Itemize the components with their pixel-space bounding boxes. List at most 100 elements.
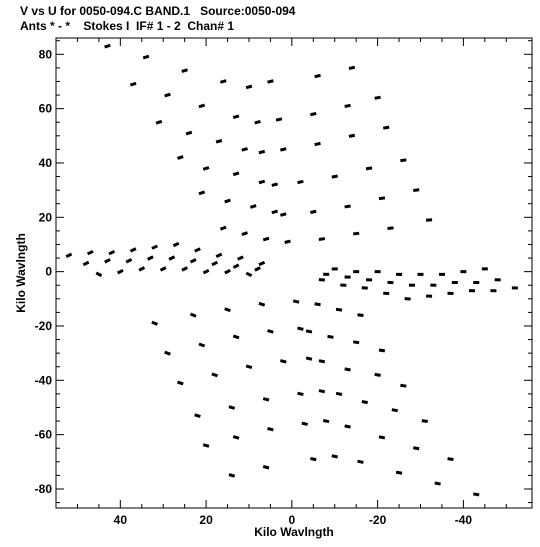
uv-point <box>417 272 424 276</box>
uv-point <box>177 155 184 160</box>
uv-point <box>460 270 467 274</box>
uv-point <box>318 359 326 364</box>
uv-point <box>353 270 360 274</box>
uv-point <box>232 334 240 340</box>
uv-point <box>387 226 394 230</box>
uv-point <box>245 364 253 369</box>
y-axis-label: Kilo Wavlngth <box>14 233 28 313</box>
plot-frame <box>55 37 533 509</box>
axis-ticks: 40 20 0 -20 -40 80 60 40 20 0 -20 -40 -60 -80 <box>35 38 532 527</box>
x-tick-label: -20 <box>369 513 387 527</box>
uv-point <box>352 340 360 345</box>
uv-point <box>395 470 403 475</box>
uv-point <box>310 209 317 214</box>
uv-point <box>215 138 223 144</box>
uv-point <box>189 258 197 264</box>
uv-point <box>185 130 193 136</box>
uv-point <box>271 182 278 187</box>
uv-point <box>511 286 518 290</box>
uv-point <box>241 147 248 152</box>
uv-point <box>245 84 253 90</box>
uv-point <box>344 367 351 372</box>
uv-point <box>378 196 386 201</box>
uv-point <box>366 278 373 282</box>
uv-point <box>387 280 394 285</box>
uv-point <box>194 413 201 418</box>
uv-point <box>211 372 218 378</box>
uv-point <box>228 473 236 478</box>
uv-point <box>267 427 274 432</box>
uv-point <box>211 260 219 267</box>
uv-point <box>245 271 253 278</box>
y-tick-label: -40 <box>35 373 53 387</box>
uv-point <box>473 492 480 497</box>
uv-point <box>305 356 313 361</box>
y-tick-label: -20 <box>35 319 53 333</box>
uv-point <box>82 260 90 267</box>
uv-point <box>413 446 420 451</box>
uv-point <box>357 313 364 317</box>
uv-point <box>396 272 403 276</box>
uv-point <box>430 283 437 287</box>
uv-point <box>314 302 321 307</box>
uv-point <box>301 421 308 426</box>
uv-point <box>275 117 283 122</box>
uv-point <box>159 266 167 272</box>
uv-point <box>323 272 330 276</box>
uv-point <box>310 111 317 117</box>
uv-point <box>104 258 111 264</box>
uv-point <box>305 329 313 334</box>
uv-point <box>198 103 206 109</box>
uv-point <box>297 326 304 331</box>
uv-point <box>434 481 441 486</box>
uv-point <box>297 391 304 397</box>
uv-point <box>232 171 240 177</box>
uv-point <box>241 231 249 237</box>
uv-point <box>262 397 270 402</box>
uv-point <box>138 266 146 272</box>
uv-point <box>331 454 338 459</box>
uv-point <box>151 320 158 326</box>
uv-point <box>262 236 270 242</box>
uv-point <box>280 359 287 364</box>
y-tick-label: 40 <box>39 156 53 170</box>
uv-point <box>374 372 381 377</box>
uv-point <box>129 81 137 87</box>
uv-point <box>378 348 386 353</box>
uv-point <box>438 272 445 276</box>
uv-point <box>125 258 133 264</box>
uv-point <box>168 255 176 261</box>
uv-point <box>155 119 163 125</box>
uv-point <box>353 231 360 236</box>
uv-point <box>254 266 261 272</box>
uv-point <box>202 166 210 171</box>
uv-point <box>340 283 347 287</box>
uv-point <box>348 65 356 70</box>
uv-point <box>262 465 270 470</box>
uv-point <box>404 297 411 301</box>
uv-point <box>194 247 201 253</box>
uv-point <box>494 278 501 282</box>
uv-point <box>280 212 287 217</box>
uv-point <box>215 252 223 258</box>
uv-point <box>258 260 266 267</box>
uv-point <box>408 283 415 287</box>
uv-point <box>258 301 266 307</box>
uv-point <box>267 329 274 334</box>
uv-point <box>228 405 236 410</box>
uv-point <box>365 166 373 171</box>
uv-point <box>232 114 240 120</box>
uv-point <box>198 342 206 348</box>
y-tick-label: -60 <box>35 428 53 442</box>
uv-point <box>378 435 386 440</box>
uv-point <box>322 418 330 424</box>
uv-point <box>314 141 321 147</box>
y-tick-label: 0 <box>45 265 52 279</box>
uv-point <box>318 278 325 282</box>
uv-point <box>374 95 381 100</box>
uv-point <box>314 73 321 79</box>
x-tick-label: 20 <box>199 513 213 527</box>
uv-point <box>400 383 407 388</box>
uv-point <box>224 198 231 204</box>
uv-point <box>348 133 356 138</box>
